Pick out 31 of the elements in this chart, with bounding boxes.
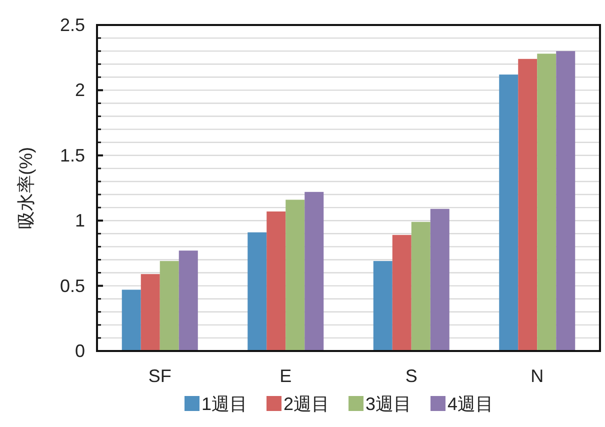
bar xyxy=(537,54,556,351)
bar xyxy=(392,234,412,351)
bar xyxy=(266,211,286,351)
x-tick-label: S xyxy=(405,366,418,386)
y-tick-label: 0.5 xyxy=(60,276,85,296)
legend-label: 1週目 xyxy=(202,394,248,414)
y-tick-label: 1.5 xyxy=(60,145,85,166)
y-tick-label: 1 xyxy=(74,210,85,231)
bar xyxy=(140,274,160,351)
x-tick-label: E xyxy=(280,366,292,386)
bar xyxy=(248,232,267,351)
bar xyxy=(286,200,305,351)
y-axis-title: 吸水率(%) xyxy=(16,147,36,229)
bar xyxy=(304,192,324,351)
x-tick-label: N xyxy=(530,366,544,386)
bar xyxy=(373,261,392,351)
bar xyxy=(411,222,430,351)
x-tick-label: SF xyxy=(148,366,172,386)
legend-label: 2週目 xyxy=(284,394,330,414)
legend-label: 3週目 xyxy=(366,394,412,414)
legend-label: 4週目 xyxy=(448,394,494,414)
y-tick-label: 2 xyxy=(74,80,85,100)
bar xyxy=(178,250,198,351)
bar xyxy=(499,74,518,351)
bar xyxy=(160,261,179,351)
bar xyxy=(430,208,450,351)
bar xyxy=(518,58,538,351)
y-tick-label: 0 xyxy=(74,341,85,361)
y-tick-label: 2.5 xyxy=(60,15,85,35)
bar xyxy=(122,290,141,351)
bar xyxy=(556,51,576,351)
